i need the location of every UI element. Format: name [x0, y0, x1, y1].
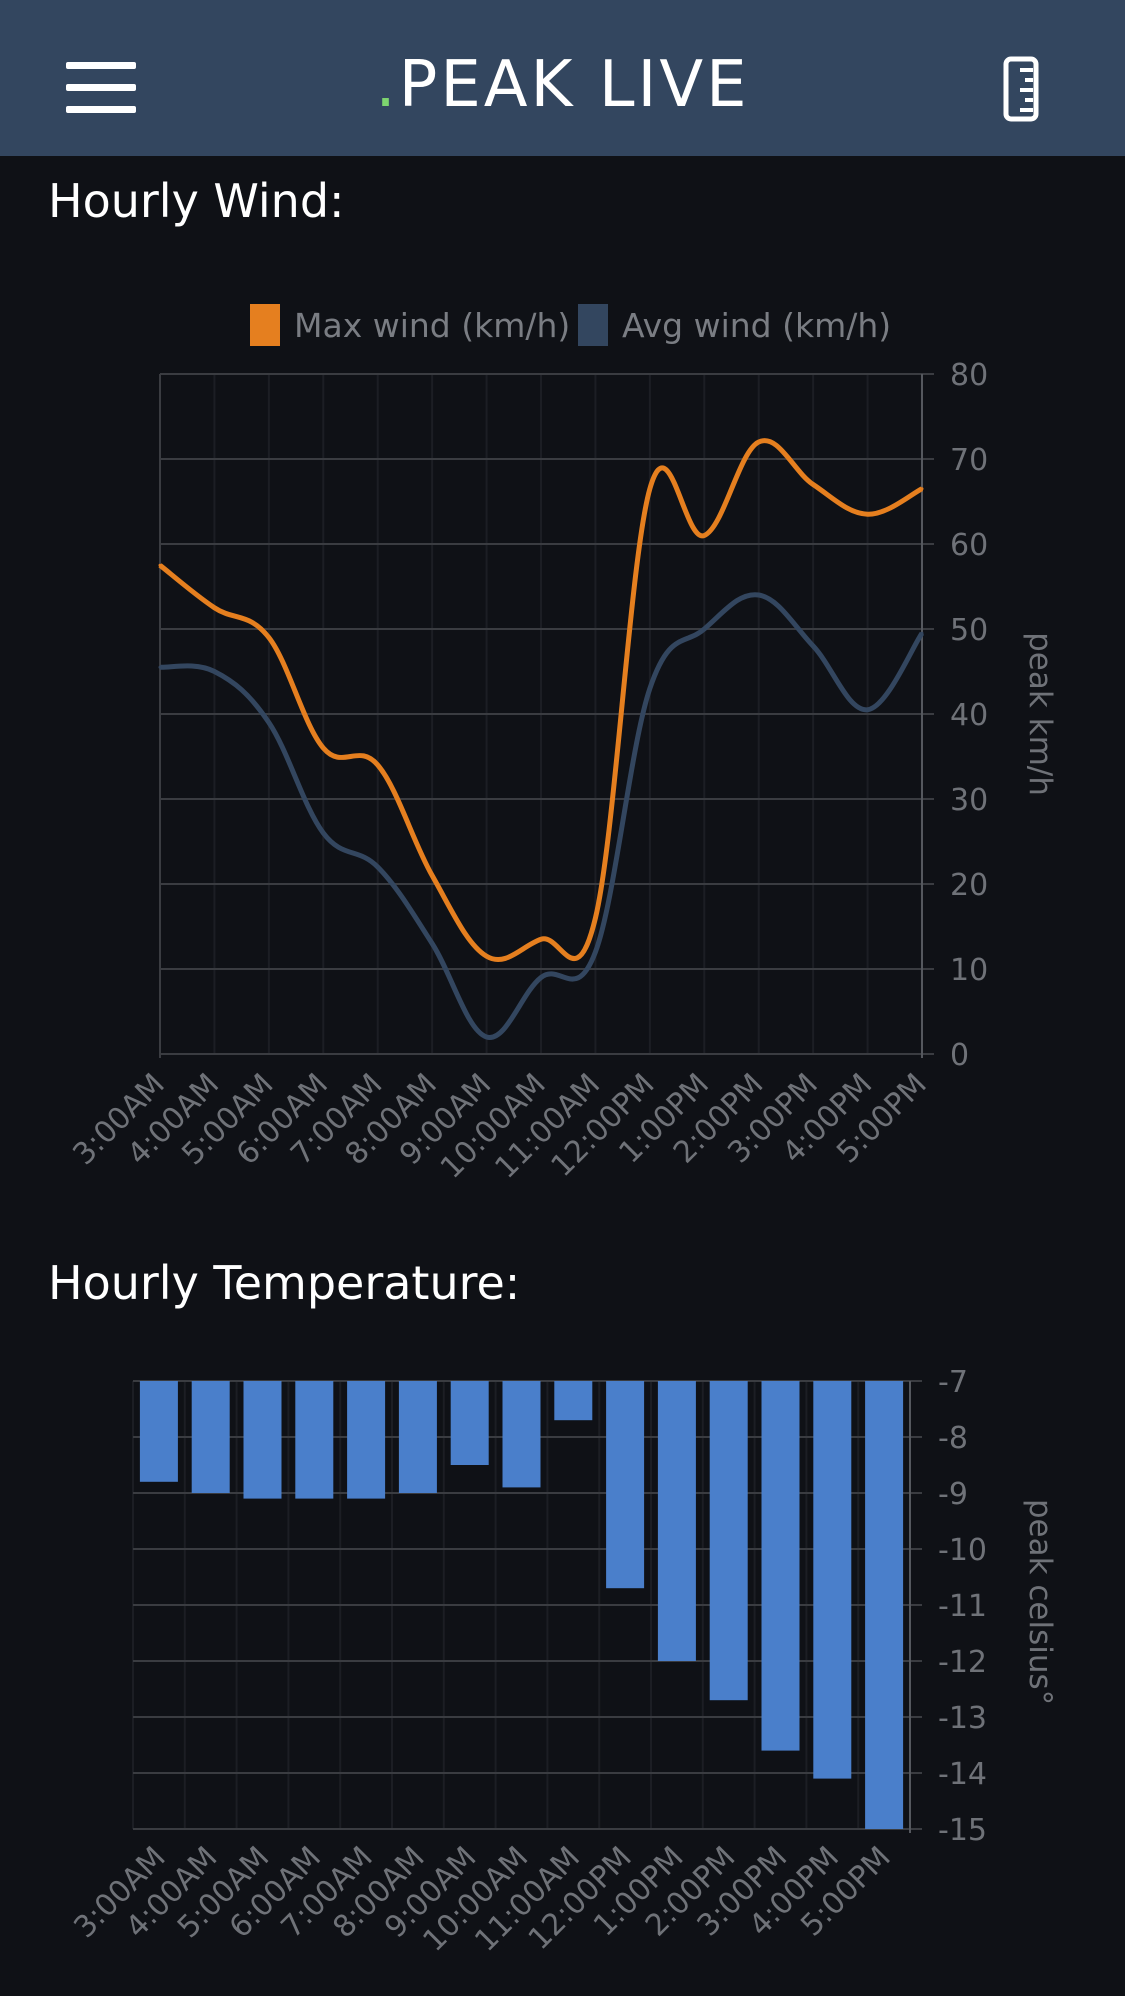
wind-section-title: Hourly Wind: [48, 174, 345, 228]
data-point [430, 942, 434, 945]
temperature-bar [761, 1381, 800, 1751]
y-tick-label: -13 [938, 1701, 987, 1736]
data-point [485, 954, 489, 958]
data-point [920, 631, 924, 635]
top-bar: .PEAK LIVE [0, 0, 1125, 156]
data-point [485, 1035, 489, 1039]
temperature-bar [865, 1381, 904, 1829]
app-logo: .PEAK LIVE [0, 48, 1125, 122]
logo-dot: . [375, 48, 399, 122]
data-point [158, 665, 162, 669]
y-tick-label: -14 [938, 1757, 987, 1792]
y-tick-label: -9 [938, 1477, 968, 1512]
data-point [593, 916, 597, 920]
data-point [920, 487, 924, 491]
data-point [866, 512, 870, 516]
hamburger-menu-icon[interactable] [66, 62, 136, 114]
data-point [539, 937, 543, 941]
y-tick-label: 30 [950, 783, 988, 818]
legend-label: Max wind (km/h) [294, 306, 570, 345]
data-point [702, 534, 706, 537]
y-tick-label: -15 [938, 1813, 987, 1848]
legend-label: Avg wind (km/h) [622, 306, 891, 345]
y-axis-title: peak km/h [1022, 632, 1058, 796]
legend-swatch [578, 304, 608, 346]
data-point [702, 627, 706, 631]
temperature-bar [657, 1381, 696, 1661]
temperature-section-title: Hourly Temperature: [48, 1256, 521, 1310]
y-axis-title: peak celsius° [1022, 1499, 1058, 1705]
y-tick-label: -10 [938, 1533, 987, 1568]
data-point [648, 687, 652, 690]
y-tick-label: 10 [950, 953, 988, 988]
temperature-bar [450, 1381, 489, 1465]
y-tick-label: -11 [938, 1589, 987, 1624]
data-point [648, 487, 652, 491]
temperature-bar [502, 1381, 541, 1488]
legend-swatch [250, 304, 280, 346]
temperature-bar [347, 1381, 386, 1499]
y-tick-label: -12 [938, 1645, 987, 1680]
temperature-bar [191, 1381, 230, 1493]
ruler-icon[interactable] [1003, 56, 1039, 122]
y-tick-label: -8 [938, 1421, 968, 1456]
y-tick-label: 40 [950, 698, 988, 733]
temperature-bar [139, 1381, 178, 1482]
series-line [159, 592, 925, 1040]
data-point [267, 721, 271, 724]
series-line [158, 438, 924, 963]
data-point [376, 865, 380, 869]
data-point [811, 483, 815, 486]
data-point [430, 874, 434, 877]
y-tick-label: 70 [950, 443, 988, 478]
data-point [866, 708, 870, 712]
data-point [593, 950, 597, 954]
data-point [212, 670, 216, 673]
y-tick-label: -7 [938, 1365, 968, 1400]
y-tick-label: 50 [950, 613, 988, 648]
data-point [321, 831, 325, 835]
temperature-bar [709, 1381, 748, 1701]
wind-chart: 010203040506070803:00AM4:00AM5:00AM6:00A… [66, 304, 1058, 1186]
temperature-bar [813, 1381, 852, 1779]
temperature-bar [554, 1381, 593, 1421]
data-point [757, 593, 761, 597]
y-tick-label: 0 [950, 1038, 969, 1073]
data-point [212, 606, 216, 610]
y-tick-label: 60 [950, 528, 988, 563]
data-point [811, 644, 815, 648]
logo-text: PEAK LIVE [398, 48, 750, 122]
temperature-chart: -7-8-9-10-11-12-13-14-153:00AM4:00AM5:00… [67, 1365, 1058, 1959]
y-tick-label: 20 [950, 868, 988, 903]
data-point [757, 440, 761, 444]
data-point [539, 976, 543, 979]
data-point [267, 636, 271, 639]
temperature-bar [606, 1381, 645, 1589]
temperature-bar [398, 1381, 437, 1493]
temperature-bar [243, 1381, 282, 1499]
y-tick-label: 80 [950, 358, 988, 393]
data-point [321, 746, 325, 750]
data-point [376, 763, 380, 767]
data-point [158, 563, 162, 567]
temperature-bar [295, 1381, 334, 1499]
